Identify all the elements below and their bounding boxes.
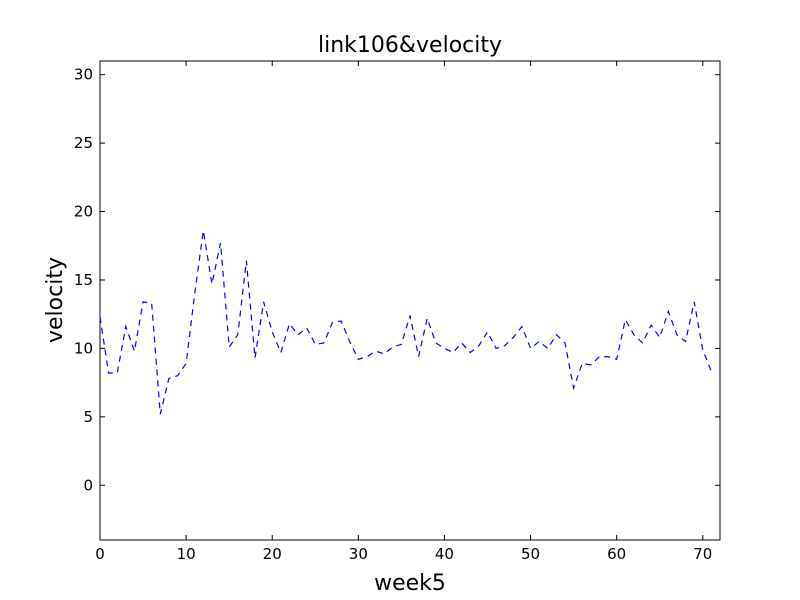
x-tick-label: 0	[95, 545, 105, 563]
plot-area	[99, 60, 721, 541]
y-tick-label: 5	[83, 408, 93, 426]
x-tick-label: 10	[177, 545, 196, 563]
chart-title: link106&velocity	[318, 33, 502, 58]
y-tick-labels: 0 5 10 15 20 25 30	[74, 66, 93, 495]
x-tick-label: 30	[349, 545, 368, 563]
x-tick-label: 60	[607, 545, 626, 563]
y-axis-label: velocity	[43, 257, 68, 343]
axis-ticks	[99, 61, 720, 540]
x-tick-labels: 0 10 20 30 40 50 60 70	[95, 545, 712, 563]
y-tick-label: 20	[74, 203, 93, 221]
x-tick-label: 70	[693, 545, 712, 563]
x-tick-label: 20	[263, 545, 282, 563]
y-tick-label: 10	[74, 339, 93, 357]
y-tick-label: 0	[83, 476, 93, 494]
x-axis-label: week5	[374, 571, 446, 596]
y-tick-label: 25	[74, 134, 93, 152]
x-tick-label: 40	[435, 545, 454, 563]
x-tick-label: 50	[521, 545, 540, 563]
y-tick-label: 30	[74, 66, 93, 84]
plot-frame	[99, 60, 721, 541]
y-tick-label: 15	[74, 271, 93, 289]
series-line	[99, 230, 712, 415]
series-layer	[99, 230, 712, 415]
